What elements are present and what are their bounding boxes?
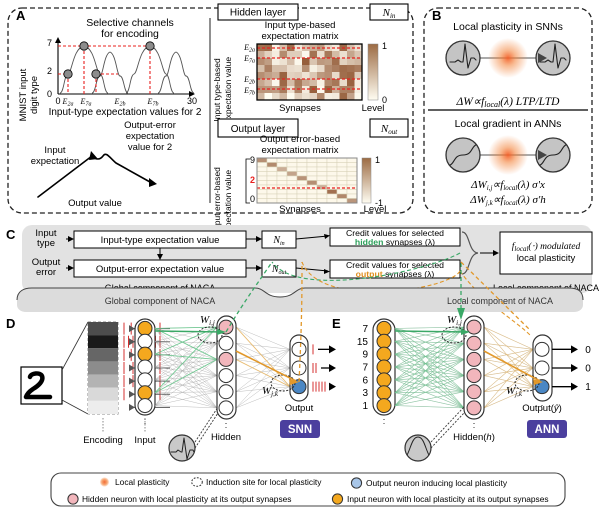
svg-text:Induction site for local plast: Induction site for local plasticity <box>206 477 322 487</box>
svg-text:Input neuron with local plasti: Input neuron with local plasticity at it… <box>347 494 549 504</box>
svg-text:Output neuron inducing local p: Output neuron inducing local plasticity <box>366 478 508 488</box>
svg-text:Local plasticity: Local plasticity <box>115 477 170 487</box>
svg-text:Hidden neuron with local plast: Hidden neuron with local plasticity at i… <box>82 494 292 504</box>
